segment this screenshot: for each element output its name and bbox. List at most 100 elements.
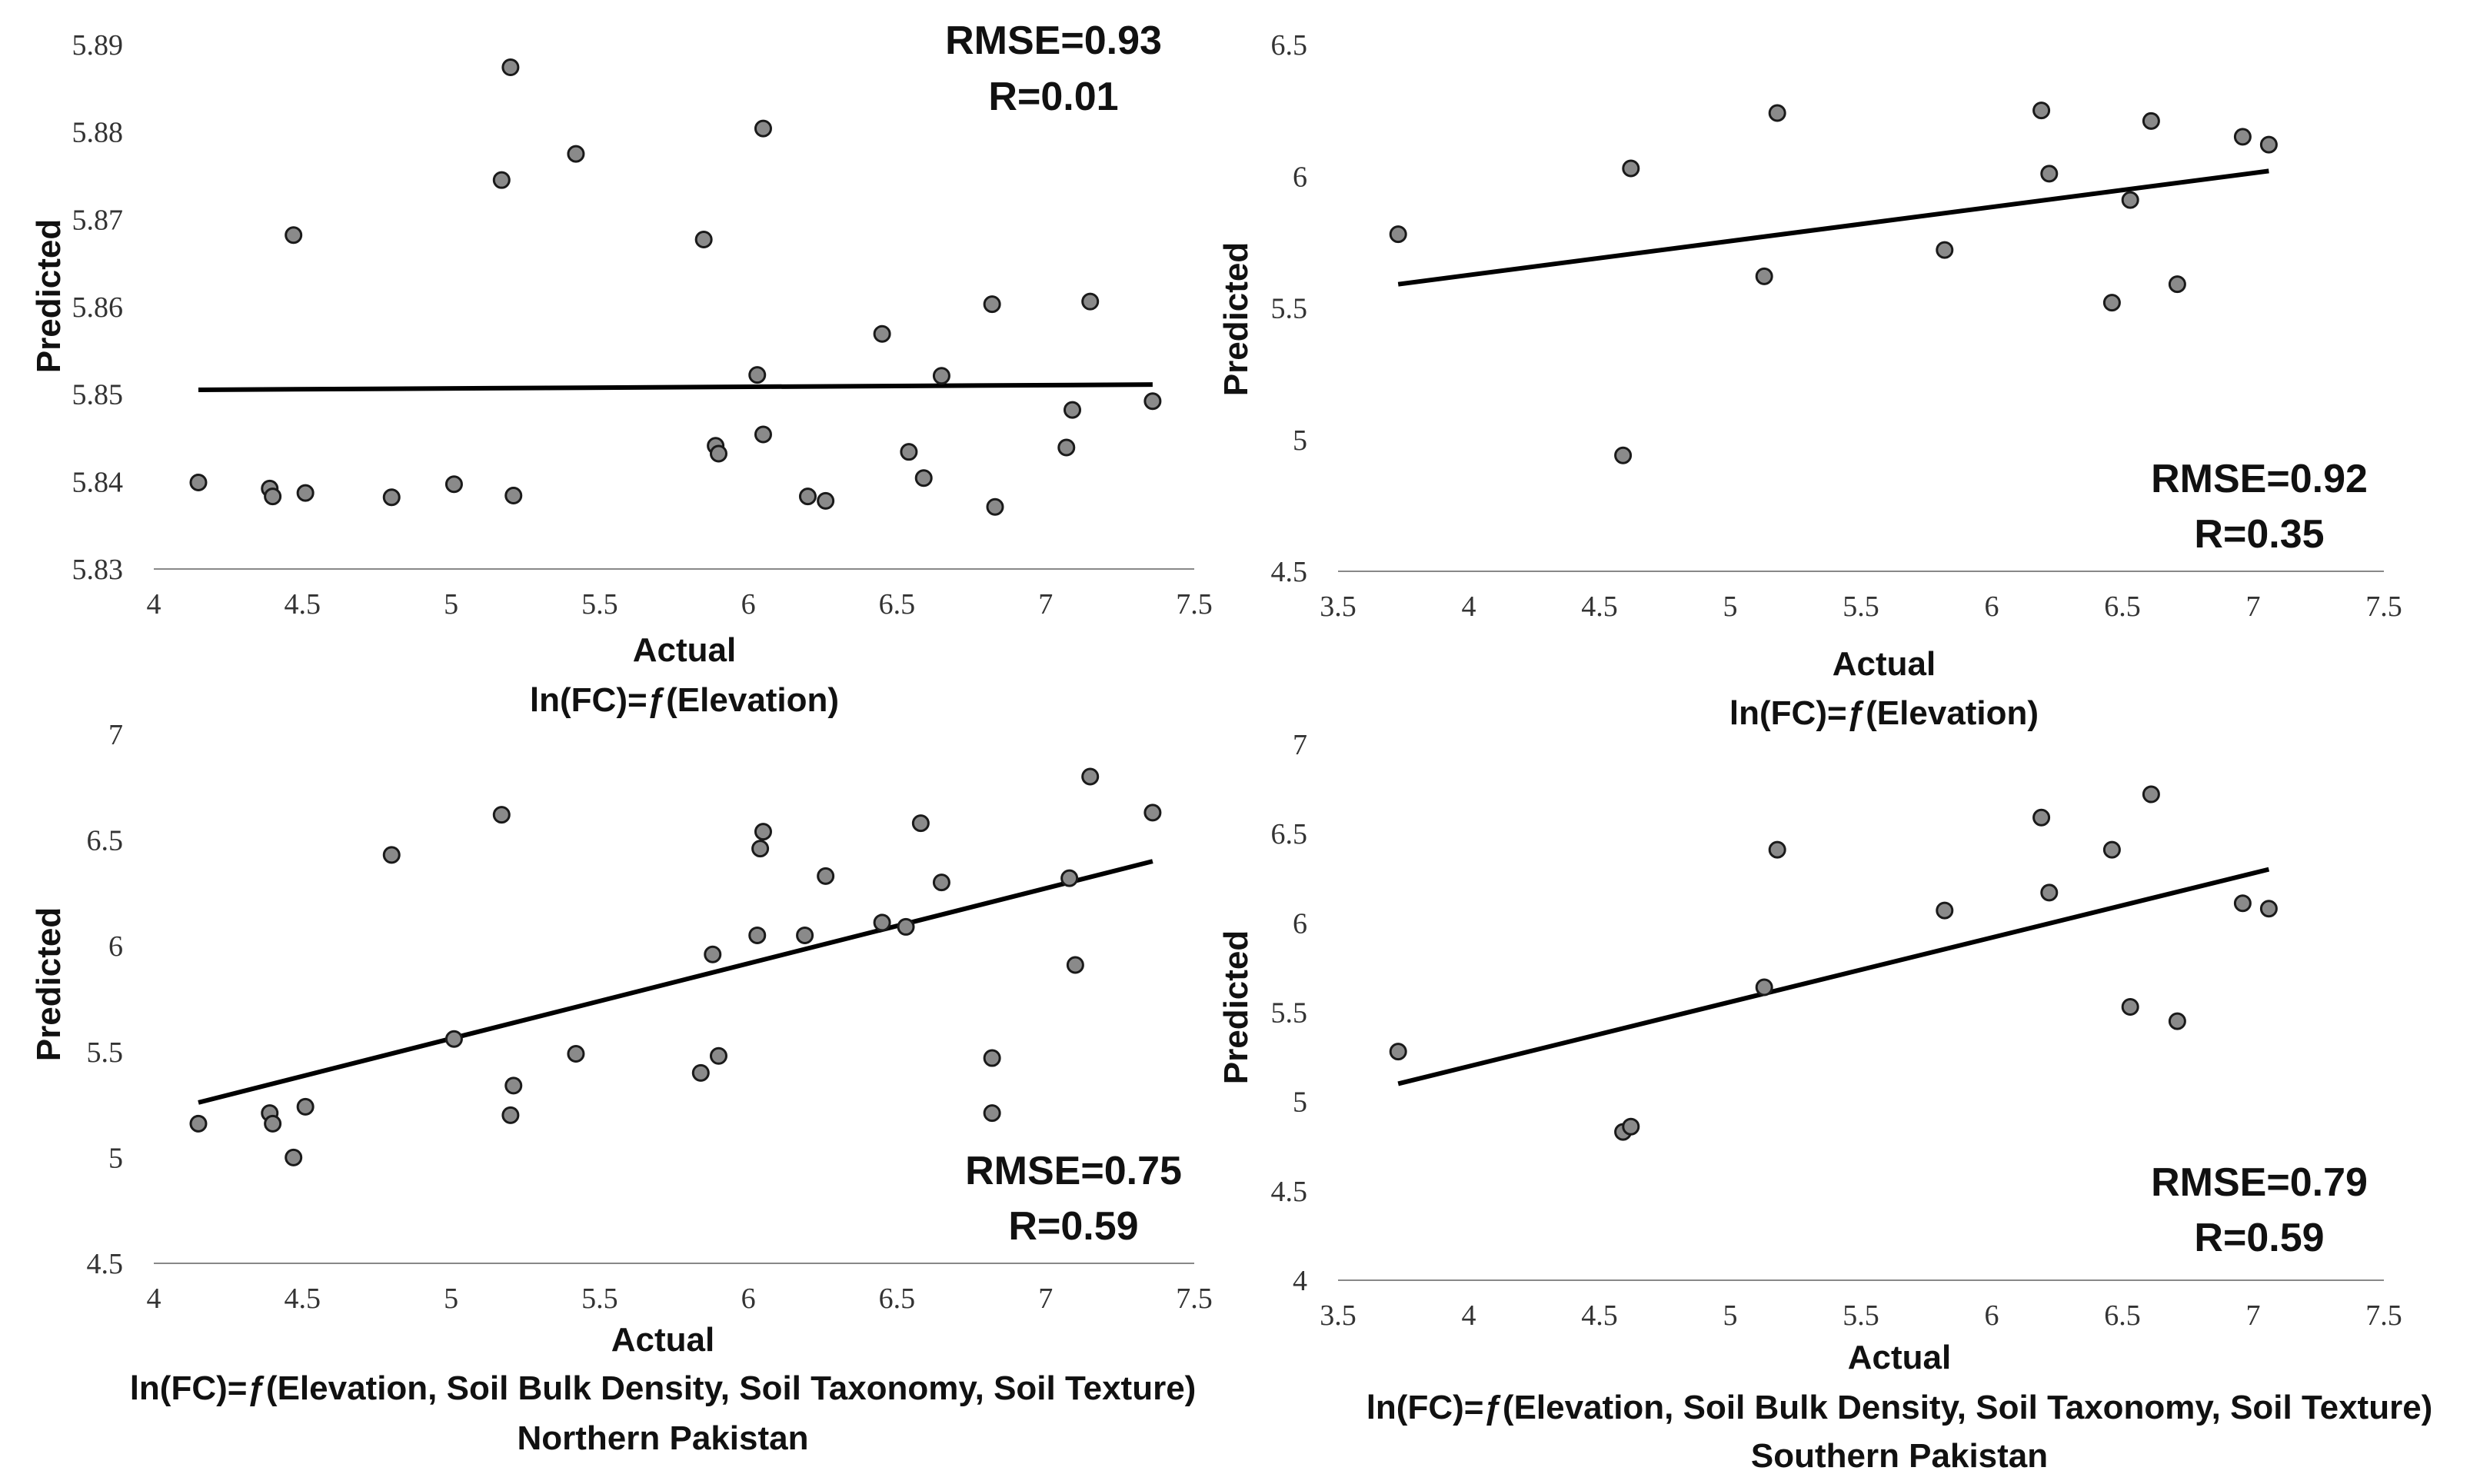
panel-top-right-y-tick-label: 6.5 <box>1271 29 1308 62</box>
panel-top-left-y-tick-label: 5.87 <box>72 204 124 236</box>
panel-top-left-data-point <box>983 295 1001 314</box>
panel-top-left-data-point <box>501 58 520 77</box>
panel-top-left-x-tick-label: 4.5 <box>285 588 321 621</box>
panel-bottom-right-y-tick-label: 6.5 <box>1271 818 1308 850</box>
panel-bottom-left-data-point <box>751 840 770 858</box>
panel-top-right-data-point <box>1755 267 1773 285</box>
panel-bottom-left-data-point <box>1143 804 1162 822</box>
panel-bottom-right-x-tick-label: 7.5 <box>2365 1299 2402 1332</box>
panel-top-right-data-point <box>1614 446 1633 464</box>
panel-top-left: 5.83 5.84 5.85 5.86 5.87 5.88 5.89 4 4.5 5 5.5 6 6.5… <box>30 18 1213 719</box>
panel-bottom-left-data-point <box>817 867 835 885</box>
panel-bottom-left-y-tick-label: 7 <box>108 719 123 751</box>
panel-bottom-left-data-point <box>285 1148 303 1166</box>
panel-top-right-x-title: Actual <box>1833 645 1936 683</box>
panel-bottom-right-data-point <box>1755 978 1773 997</box>
panel-bottom-right-caption-line-1: ln(FC)=ƒ(Elevation, Soil Bulk Density, S… <box>1366 1389 2433 1426</box>
panel-top-left-data-point <box>189 473 208 491</box>
panel-top-left-x-tick-label: 6 <box>741 588 756 621</box>
panel-bottom-right-data-point <box>2032 808 2051 827</box>
panel-bottom-right-data-point <box>2121 998 2139 1017</box>
panel-top-left-data-point <box>914 469 933 487</box>
panel-bottom-left-data-point <box>691 1063 710 1082</box>
panel-bottom-left-data-point <box>444 1030 463 1048</box>
panel-top-right-data-point <box>2040 165 2059 183</box>
panel-bottom-left-y-tick-label: 5.5 <box>87 1036 124 1069</box>
panel-top-right-x-tick-label: 6 <box>1985 591 1999 623</box>
panel-bottom-right-ticks: 4 4.5 5 5.5 6 6.5 7 3.5 4 4.5 5 5.5 6 6.5 7 7.5 <box>1271 729 2402 1332</box>
panel-bottom-left-y-tick-label: 6.5 <box>87 825 124 857</box>
panel-bottom-left-data-point <box>748 926 767 944</box>
panel-bottom-left-rmse: RMSE=0.75 <box>965 1149 1182 1193</box>
panel-bottom-right-x-tick-label: 6.5 <box>2104 1299 2141 1332</box>
panel-bottom-right: 44.555.566.573.5 4 4.5 5 5.5 6 6.5 7 7.5 Actual … <box>1217 729 2432 1475</box>
panel-bottom-left-trendline <box>198 859 1153 1105</box>
panel-top-left-y-tick-label: 5.85 <box>72 379 124 411</box>
panel-top-left-data-point <box>754 119 772 138</box>
panel-bottom-left-data-point <box>504 1076 523 1095</box>
panel-bottom-right-rmse: RMSE=0.79 <box>2151 1160 2368 1205</box>
panel-top-left-data-point <box>709 444 727 463</box>
panel-bottom-left: 4.5 5 5.5 6 6.5 7 4 4.5 5 5.5 6 6.5 7 7.5 Actual Pred… <box>30 719 1213 1457</box>
panel-bottom-right-data-point <box>2142 785 2160 804</box>
panel-top-left-data-point <box>748 366 767 384</box>
panel-bottom-left-data-point <box>897 917 915 936</box>
panel-top-left-data-point <box>492 171 511 189</box>
panel-top-left-data-point <box>1143 392 1162 411</box>
panel-bottom-right-y-tick-label: 6 <box>1293 907 1307 940</box>
panel-top-left-data-point <box>817 491 835 510</box>
panel-bottom-right-data-point <box>1622 1117 1640 1136</box>
panel-bottom-left-data-point <box>1081 767 1100 786</box>
panel-top-right-y-title: Predicted <box>1217 242 1255 397</box>
panel-bottom-right-x-tick-label: 5.5 <box>1843 1299 1879 1332</box>
panel-bottom-left-data-point <box>492 806 511 824</box>
panel-bottom-left-x-tick-label: 7 <box>1038 1283 1053 1315</box>
panel-top-left-y-tick-label: 5.84 <box>72 466 124 498</box>
panel-top-left-x-tick-label: 4 <box>147 588 161 621</box>
panel-top-right-x-tick-label: 7.5 <box>2365 591 2402 623</box>
panel-bottom-left-data-point <box>1060 869 1079 887</box>
panel-bottom-left-data-point <box>754 823 772 841</box>
panel-top-right-data-point <box>2259 135 2278 154</box>
panel-bottom-right-x-tick-label: 4 <box>1462 1299 1476 1332</box>
panel-bottom-right-x-title: Actual <box>1848 1339 1951 1376</box>
panel-top-right: 4.5 5 5.5 6 6.5 3.5 4 4.5 5 5.5 6 6.5 7 7.5 Actual Pr… <box>1217 29 2402 732</box>
panel-bottom-left-x-tick-label: 6.5 <box>879 1283 916 1315</box>
panel-top-right-x-tick-label: 4 <box>1462 591 1476 623</box>
panel-bottom-left-data-point <box>189 1114 208 1133</box>
panel-bottom-left-data-point <box>796 926 814 944</box>
panel-bottom-right-y-tick-label: 4.5 <box>1271 1176 1308 1208</box>
panel-bottom-right-r: R=0.59 <box>2194 1216 2324 1260</box>
panel-bottom-left-points <box>189 767 1162 1166</box>
panel-top-left-data-point <box>444 475 463 494</box>
panel-bottom-right-data-point <box>2259 900 2278 918</box>
panel-bottom-right-x-tick-label: 7 <box>2246 1299 2261 1332</box>
panel-top-left-data-point <box>932 367 950 385</box>
panel-top-left-points <box>189 58 1162 516</box>
panel-top-left-y-tick-label: 5.83 <box>72 554 124 586</box>
panel-bottom-right-y-tick-label: 5 <box>1293 1086 1307 1119</box>
panel-top-right-x-tick-label: 6.5 <box>2104 591 2141 623</box>
panel-top-right-x-tick-label: 4.5 <box>1581 591 1618 623</box>
panel-top-left-data-point <box>1057 438 1076 457</box>
panel-top-right-data-point <box>1622 159 1640 178</box>
panel-bottom-right-data-point <box>2168 1012 2186 1030</box>
panel-bottom-left-x-tick-label: 5.5 <box>581 1283 618 1315</box>
panel-bottom-left-x-tick-label: 6 <box>741 1283 756 1315</box>
panel-bottom-left-caption-line-2: Northern Pakistan <box>518 1419 809 1457</box>
panel-top-right-y-tick-label: 4.5 <box>1271 556 1308 588</box>
panel-top-left-data-point <box>285 226 303 245</box>
panel-bottom-right-data-point <box>1389 1043 1407 1061</box>
panel-top-left-data-point <box>873 324 891 343</box>
panel-top-left-data-point <box>694 230 713 248</box>
panel-bottom-right-points <box>1389 785 2278 1141</box>
panel-bottom-left-data-point <box>296 1097 315 1116</box>
panel-top-right-data-point <box>1768 104 1786 122</box>
panel-top-right-data-point <box>2102 294 2121 312</box>
panel-top-left-x-tick-label: 5 <box>444 588 458 621</box>
panel-top-left-data-point <box>567 145 585 163</box>
panel-bottom-right-data-point <box>2102 840 2121 859</box>
panel-bottom-right-caption-line-2: Southern Pakistan <box>1751 1437 2048 1475</box>
panel-top-right-trendline <box>1397 168 2269 287</box>
panel-bottom-left-y-title: Predicted <box>30 907 68 1062</box>
